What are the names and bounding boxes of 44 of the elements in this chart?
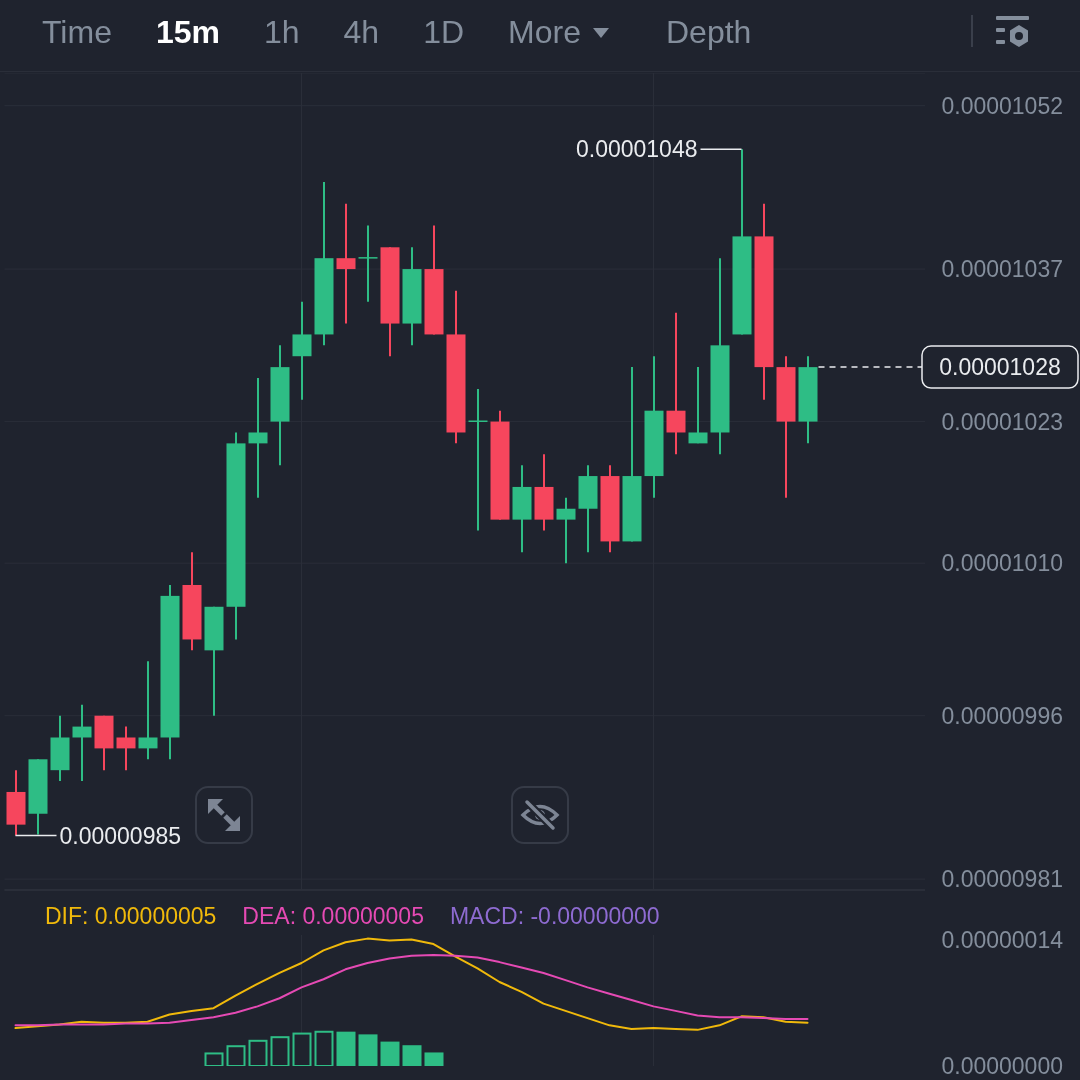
text: 4h <box>343 14 380 51</box>
y-tick-label: 0.00000981 <box>941 866 1063 893</box>
text: Depth <box>665 14 752 51</box>
annotation: 0.00000985 <box>59 822 182 849</box>
candlestick <box>358 224 378 303</box>
candlestick <box>248 377 268 499</box>
text: 1h <box>263 14 300 51</box>
bar <box>204 1052 224 1066</box>
text: More <box>508 14 581 51</box>
text: 1D <box>423 14 465 51</box>
text: DIF: 0.00000005 <box>45 903 217 929</box>
candlestick <box>688 366 708 445</box>
line-series <box>14 937 809 1031</box>
candlestick <box>666 311 686 456</box>
bar <box>380 1041 400 1066</box>
candlestick <box>138 660 158 761</box>
y-tick-label: 0.00000014 <box>941 926 1064 953</box>
text: MACD: -0.00000000 <box>449 903 660 929</box>
line-series <box>14 953 809 1027</box>
y-tick-label: 0.00001037 <box>941 256 1063 283</box>
bar <box>358 1034 378 1066</box>
candlestick <box>72 703 92 783</box>
series-label: DEA: 0.00000005 <box>242 903 424 929</box>
bar <box>314 1030 334 1066</box>
bar <box>424 1052 444 1066</box>
candlestick <box>336 202 356 325</box>
y-tick-label: 0.00001010 <box>941 550 1063 577</box>
candlestick <box>556 496 576 565</box>
candlestick <box>116 725 136 772</box>
annotation: 0.00001048 <box>575 136 698 163</box>
y-tick-label: 0.00000000 <box>941 1053 1063 1080</box>
text: Time <box>42 14 112 51</box>
y-tick-label: 0.00001023 <box>941 408 1063 435</box>
candlestick <box>292 300 312 401</box>
text: 15m <box>155 14 220 51</box>
y-tick-label: 0.00001052 <box>941 92 1063 119</box>
bar <box>248 1039 268 1066</box>
y-tick-label: 0.00000996 <box>941 702 1063 729</box>
candlestick <box>468 387 488 532</box>
ref-line-label: 0.00001028 <box>939 354 1061 381</box>
bar <box>336 1031 356 1066</box>
bar <box>226 1045 246 1066</box>
bar <box>270 1036 290 1066</box>
bar <box>402 1045 422 1066</box>
